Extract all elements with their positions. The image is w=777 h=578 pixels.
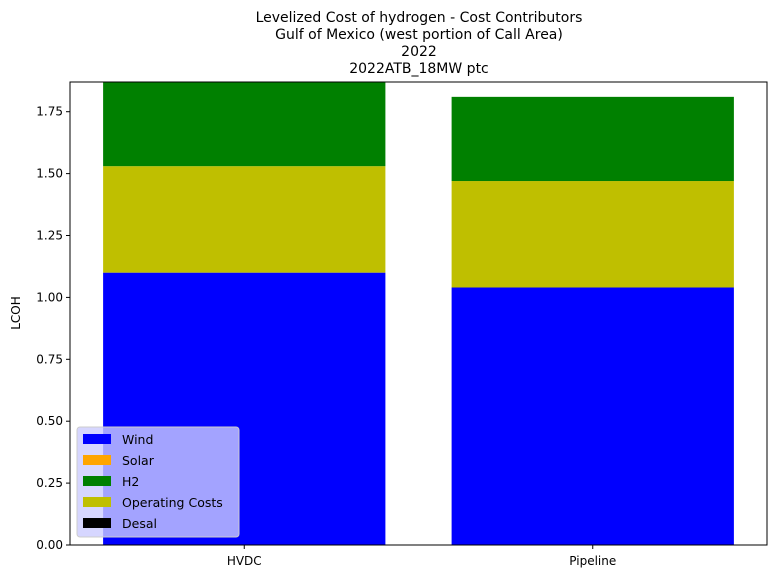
legend-swatch-h2 <box>83 476 111 486</box>
legend-swatch-operating-costs <box>83 497 111 507</box>
bar-operating-costs-pipeline <box>451 181 734 288</box>
y-axis: 0.00 0.25 0.50 0.75 1.00 1.25 1.50 1.75 <box>36 105 70 552</box>
title-line-3: 2022 <box>401 44 437 60</box>
x-tick-label: Pipeline <box>569 554 616 568</box>
x-axis: HVDC Pipeline <box>227 545 616 568</box>
y-tick-label: 0.00 <box>36 538 63 552</box>
legend-swatch-desal <box>83 518 111 528</box>
y-tick-label: 1.75 <box>36 105 63 119</box>
title-line-4: 2022ATB_18MW ptc <box>349 61 489 77</box>
chart-title: Levelized Cost of hydrogen - Cost Contri… <box>256 10 583 77</box>
legend-swatch-wind <box>83 434 111 444</box>
bars-group <box>103 82 734 545</box>
legend-label: Desal <box>122 516 157 531</box>
y-tick-label: 1.25 <box>36 229 63 243</box>
y-tick-label: 1.50 <box>36 167 63 181</box>
bar-h2-pipeline <box>451 96 734 182</box>
y-tick-label: 0.50 <box>36 414 63 428</box>
legend-label: Operating Costs <box>122 495 223 510</box>
y-tick-label: 0.75 <box>36 352 63 366</box>
y-tick-label: 0.25 <box>36 476 63 490</box>
legend-label: Wind <box>122 432 153 447</box>
title-line-2: Gulf of Mexico (west portion of Call Are… <box>275 27 563 43</box>
legend: Wind Solar H2 Operating Costs Desal <box>76 426 240 538</box>
legend-label: H2 <box>122 474 139 489</box>
y-tick-label: 1.00 <box>36 290 63 304</box>
plot-frame <box>69 81 768 546</box>
legend-box <box>76 426 240 538</box>
y-axis-label: LCOH <box>9 296 23 330</box>
x-tick-label: HVDC <box>227 554 262 568</box>
legend-label: Solar <box>122 453 155 468</box>
bar-h2-hvdc <box>103 82 386 167</box>
bar-wind-pipeline <box>451 287 734 545</box>
title-line-1: Levelized Cost of hydrogen - Cost Contri… <box>256 10 583 26</box>
bar-operating-costs-hvdc <box>103 166 386 273</box>
legend-swatch-solar <box>83 455 111 465</box>
